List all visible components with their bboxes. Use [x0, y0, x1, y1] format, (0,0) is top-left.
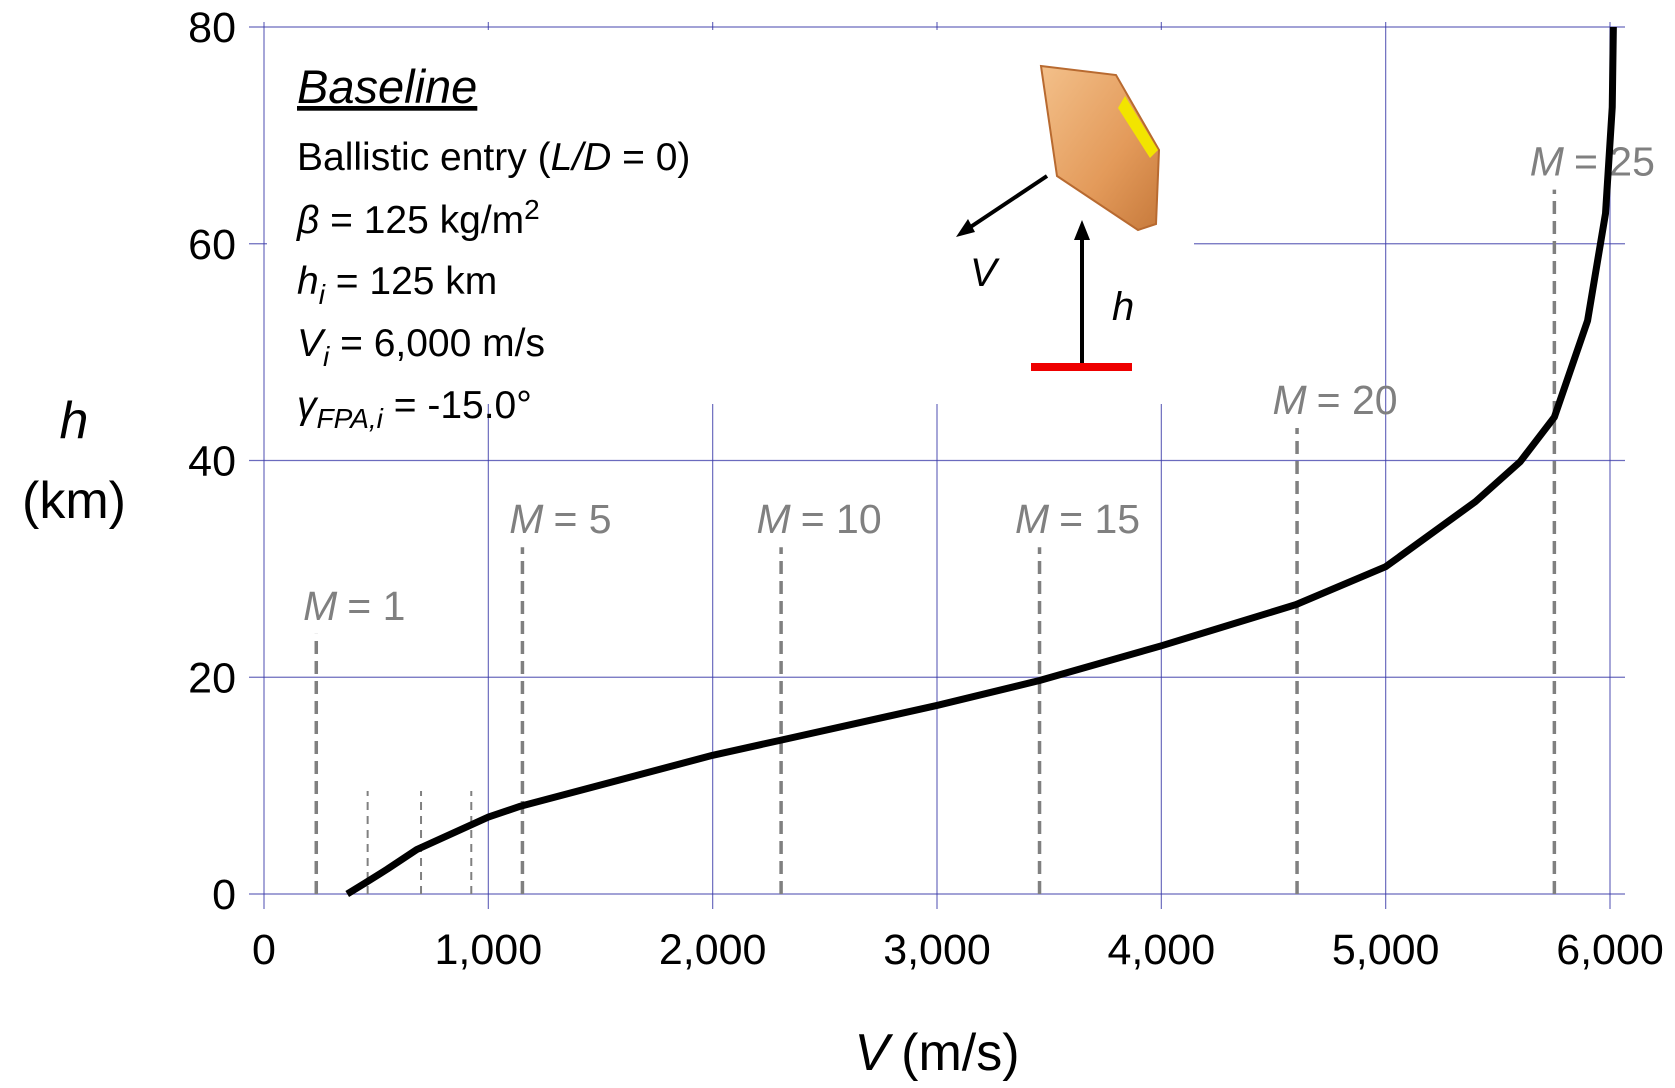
annotation-background	[267, 30, 1194, 404]
height-label: h	[1112, 285, 1134, 329]
mach-symbol: M	[303, 583, 338, 629]
annotation-segment: γ	[297, 384, 319, 427]
x-tick-label: 0	[252, 926, 276, 974]
x-axis-label: V (m/s)	[854, 1024, 1019, 1082]
mach-value: = 15	[1059, 496, 1140, 542]
annotation-line: Vi = 6,000 m/s	[297, 322, 545, 372]
velocity-arrowhead	[956, 219, 975, 237]
y-axis-symbol: h	[60, 392, 89, 450]
x-tick-label: 2,000	[659, 926, 767, 974]
capsule-panel	[1118, 96, 1158, 158]
annotation-title: Baseline	[297, 60, 477, 113]
annotation-segment: Ballistic entry (	[297, 136, 551, 179]
mach-label: M = 20	[1273, 377, 1398, 423]
mach-label: M = 10	[757, 496, 882, 542]
y-tick-label: 40	[188, 438, 236, 486]
annotation-segment: V	[297, 322, 327, 365]
y-tick-label: 60	[188, 221, 236, 269]
mach-value: = 20	[1317, 377, 1398, 423]
x-tick-label: 6,000	[1556, 926, 1664, 974]
mach-value: = 1	[347, 583, 405, 629]
annotation-segment: FPA,i	[317, 403, 384, 434]
annotation-segment: = -15.0°	[383, 384, 532, 427]
x-tick-label: 4,000	[1108, 926, 1216, 974]
annotation: Baseline Ballistic entry (L/D = 0) β = 125…	[296, 60, 690, 434]
annotation-segment: β	[296, 199, 319, 242]
x-axis-unit: (m/s)	[901, 1024, 1019, 1082]
annotation-segment: = 6,000 m/s	[329, 322, 545, 365]
plot: M = 1M = 5 M = 10 M = 15M = 20M = 25	[303, 26, 1655, 897]
mach-symbol: M	[1530, 139, 1565, 185]
mach-value: = 10	[801, 496, 882, 542]
x-axis-symbol: V	[854, 1024, 893, 1082]
annotation-segment: i	[319, 279, 326, 310]
mach-symbol: M	[1015, 496, 1050, 542]
data-line	[345, 26, 1617, 897]
annotation-segment: L/D	[551, 136, 612, 179]
mach-symbol: M	[757, 496, 792, 542]
annotation-segment: i	[323, 341, 330, 372]
annotation-line: γFPA,i = -15.0°	[297, 384, 532, 434]
annotation-segment: = 125 km	[325, 260, 497, 303]
mach-label: M = 5	[509, 496, 611, 542]
mach-symbol: M	[1273, 377, 1308, 423]
x-tick-label: 3,000	[883, 926, 991, 974]
mach-symbol: M	[509, 496, 544, 542]
height-arrowhead	[1074, 220, 1090, 240]
velocity-arrow	[964, 174, 1049, 232]
annotation-line: β = 125 kg/m2	[296, 194, 540, 242]
annotation-segment: 2	[524, 194, 540, 225]
y-tick-label: 80	[188, 4, 236, 52]
mach-label: M = 1	[303, 583, 405, 629]
annotation-segment: = 125 kg/m	[319, 199, 524, 242]
velocity-label: V	[970, 251, 1000, 295]
mach-value: = 5	[553, 496, 611, 542]
x-tick-label: 5,000	[1332, 926, 1440, 974]
mach-label: M = 25	[1530, 139, 1655, 185]
x-tick-label: 1,000	[435, 926, 543, 974]
capsule-diagram: V h	[956, 64, 1161, 371]
y-tick-label: 0	[212, 871, 236, 919]
y-axis-unit: (km)	[22, 472, 126, 530]
y-tick-label: 20	[188, 654, 236, 702]
mach-label: M = 15	[1015, 496, 1140, 542]
annotation-segment: = 0)	[611, 136, 690, 179]
annotation-segment: h	[297, 260, 319, 303]
annotation-line: Ballistic entry (L/D = 0)	[297, 136, 690, 179]
annotation-line: hi = 125 km	[297, 260, 497, 310]
mach-value: = 25	[1574, 139, 1655, 185]
